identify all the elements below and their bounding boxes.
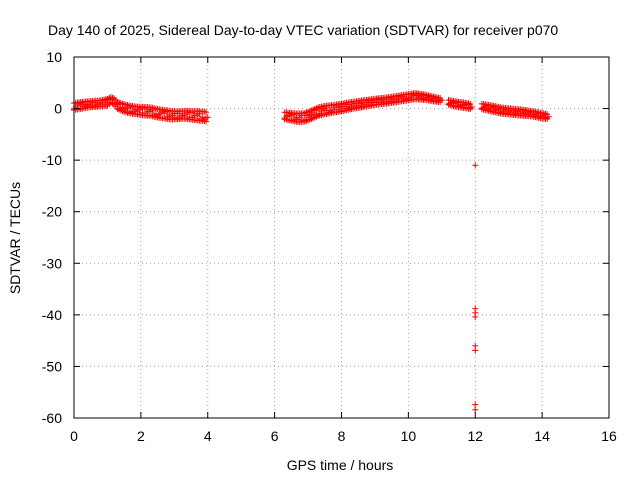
chart-title: Day 140 of 2025, Sidereal Day-to-day VTE… [48, 22, 558, 38]
x-tick-label: 2 [137, 428, 145, 444]
segment-main-arc [281, 90, 445, 126]
x-tick-label: 4 [204, 428, 212, 444]
segment-early-arc [71, 94, 211, 125]
y-axis-label: SDTVAR / TECUs [7, 182, 23, 294]
x-tick-label: 8 [338, 428, 346, 444]
y-tick-label: -30 [42, 255, 62, 271]
segment-pre-gap-arc [445, 97, 475, 113]
y-tick-label: 10 [46, 49, 62, 65]
axes [73, 56, 610, 419]
x-tick-label: 0 [70, 428, 78, 444]
series-sdtvar [71, 90, 552, 413]
data-points [71, 90, 552, 413]
y-tick-label: -40 [42, 307, 62, 323]
x-axis-label: GPS time / hours [287, 457, 394, 473]
x-tick-label: 16 [601, 428, 617, 444]
y-tick-label: -60 [42, 410, 62, 426]
y-tick-label: -20 [42, 204, 62, 220]
x-tick-label: 10 [401, 428, 417, 444]
segment-late-arc [478, 100, 552, 122]
x-tick-label: 6 [271, 428, 279, 444]
y-tick-label: -10 [42, 152, 62, 168]
x-tick-label: 12 [467, 428, 483, 444]
y-tick-label: -50 [42, 358, 62, 374]
outlier-points [472, 162, 479, 413]
x-tick-label: 14 [534, 428, 550, 444]
tick-labels: 0 2 4 6 8 10 12 14 16 10 0 -10 -20 -30 -40 -50 -60 [42, 49, 617, 444]
y-tick-label: 0 [54, 101, 62, 117]
